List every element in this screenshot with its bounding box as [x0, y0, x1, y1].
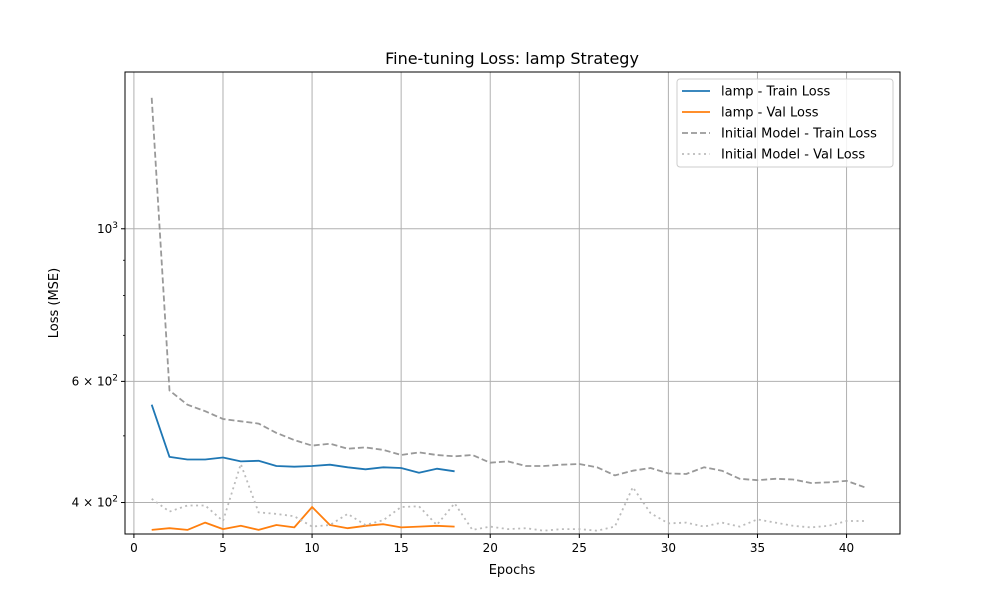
plot-frame	[124, 71, 901, 535]
legend: lamp - Train Loss lamp - Val Loss Initial …	[676, 78, 894, 168]
x-tick-label: 35	[750, 541, 765, 555]
x-tick-label: 30	[661, 541, 676, 555]
y-axis-label: Loss (MSE)	[47, 268, 62, 338]
legend-entry-2: Initial Model - Train Loss	[721, 127, 877, 142]
legend-entry-3: Initial Model - Val Loss	[721, 148, 865, 163]
y-tick-label: 4 × 102	[72, 495, 118, 510]
legend-entry-0: lamp - Train Loss	[721, 85, 831, 100]
x-tick-label: 5	[219, 541, 227, 555]
series-layer	[150, 97, 865, 532]
x-tick-label: 25	[572, 541, 587, 555]
series-line-1	[151, 506, 455, 531]
legend-entry-1: lamp - Val Loss	[721, 106, 819, 121]
legend-box	[676, 78, 894, 168]
x-tick-label: 40	[839, 541, 854, 555]
x-tick-label: 0	[130, 541, 138, 555]
x-tick-label: 10	[304, 541, 319, 555]
series-line-0	[150, 404, 455, 474]
x-tick-label: 20	[483, 541, 498, 555]
y-tick-label: 6 × 102	[72, 373, 118, 388]
x-axis: 0 5 10 15 20 25 30 35 40	[130, 534, 854, 555]
series-line-3	[151, 463, 865, 532]
series-line-2	[150, 97, 865, 489]
x-axis-label: Epochs	[489, 563, 536, 578]
x-tick-label: 15	[394, 541, 409, 555]
chart-title: Fine-tuning Loss: lamp Strategy	[385, 49, 639, 68]
